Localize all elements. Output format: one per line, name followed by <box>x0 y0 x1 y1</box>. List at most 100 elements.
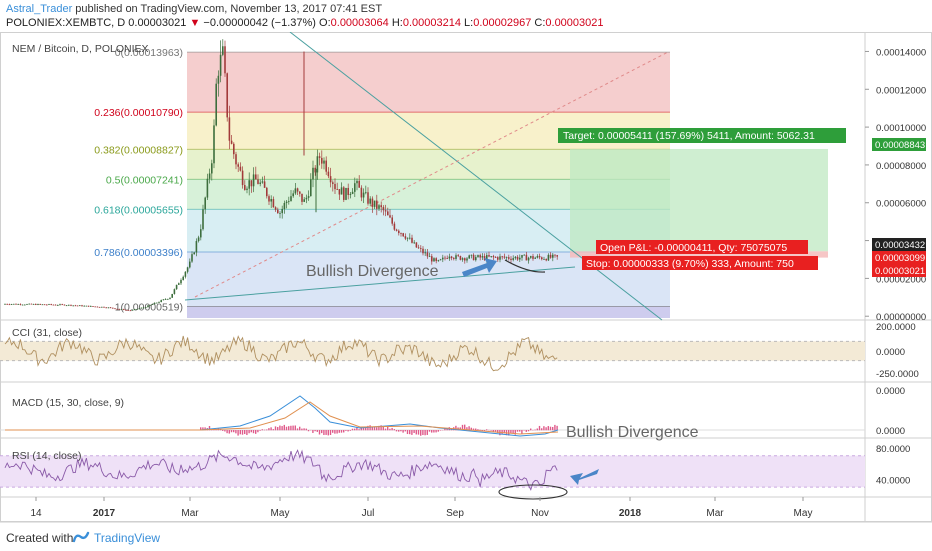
macd-histogram-bar <box>273 429 274 430</box>
macd-histogram-bar <box>354 429 355 431</box>
candle-body <box>145 307 147 308</box>
macd-histogram-bar <box>486 429 487 430</box>
candle-body <box>532 256 534 259</box>
macd-histogram-bar <box>339 430 340 433</box>
down-arrow-icon: ▼ <box>189 17 200 29</box>
macd-histogram-bar <box>545 427 546 430</box>
candle-body <box>81 305 83 306</box>
candle-body <box>394 224 396 230</box>
macd-histogram-bar <box>479 430 480 431</box>
candle-body <box>369 199 371 204</box>
candle-body <box>220 55 222 76</box>
last-price: 0.00003021 <box>128 17 186 29</box>
price-badge-label: 0.00003432 <box>875 240 925 251</box>
candle-body <box>517 257 519 260</box>
candle-body <box>257 179 259 183</box>
candle-body <box>391 217 393 223</box>
macd-histogram-bar <box>534 430 535 431</box>
macd-histogram-bar <box>440 430 441 431</box>
candle-body <box>490 256 492 257</box>
candle-body <box>482 256 484 257</box>
candle-body <box>332 182 334 184</box>
candle-body <box>112 308 114 309</box>
candle-body <box>464 258 466 260</box>
candle-body <box>550 255 552 258</box>
candle-body <box>110 307 112 308</box>
high-value: 0.00003214 <box>403 17 461 29</box>
candle-body <box>33 304 35 305</box>
macd-histogram-bar <box>312 430 313 433</box>
candle-body <box>44 304 46 305</box>
candle-body <box>123 309 125 310</box>
macd-histogram-bar <box>411 430 412 435</box>
candle-body <box>24 305 26 306</box>
candle-body <box>149 305 151 306</box>
macd-histogram-bar <box>255 430 256 434</box>
macd-histogram-bar <box>323 430 324 435</box>
trading-chart[interactable]: 0(0.00013963)0.236(0.00010790)0.382(0.00… <box>0 32 932 522</box>
candle-body <box>405 236 407 238</box>
candle-body <box>26 304 28 305</box>
candle-body <box>345 188 347 200</box>
candle-body <box>442 258 444 260</box>
macd-histogram-bar <box>277 427 278 430</box>
candle-body <box>193 253 195 255</box>
candle-body <box>103 307 105 308</box>
candle-body <box>376 201 378 209</box>
candle-body <box>246 189 248 190</box>
tradingview-brand[interactable]: TradingView <box>94 531 160 545</box>
close-label: C: <box>534 17 545 29</box>
candle-body <box>70 305 72 306</box>
candle-body <box>504 256 506 257</box>
cci-tick-label: 0.0000 <box>876 347 905 358</box>
candle-body <box>365 192 367 193</box>
candle-body <box>158 302 160 303</box>
open-pnl-label: Open P&L: -0.00000411, Qty: 75075075 <box>600 242 787 254</box>
candle-body <box>526 255 528 261</box>
macd-histogram-bar <box>288 426 289 430</box>
author-link[interactable]: Astral_Trader <box>6 3 72 15</box>
macd-histogram-bar <box>303 428 304 430</box>
macd-histogram-bar <box>420 430 421 436</box>
macd-histogram-bar <box>248 430 249 433</box>
candle-body <box>530 256 532 258</box>
candle-body <box>152 304 154 305</box>
rsi-tick-label: 80.0000 <box>876 444 910 455</box>
y-tick-label: 0.00012000 <box>876 85 926 96</box>
candle-body <box>319 156 321 158</box>
candle-body <box>64 305 66 306</box>
cci-band <box>0 341 865 360</box>
candle-body <box>334 184 336 189</box>
candle-body <box>347 188 349 195</box>
candle-body <box>119 309 121 310</box>
macd-histogram-bar <box>321 430 322 433</box>
candle-body <box>409 238 411 239</box>
fib-band <box>187 52 670 112</box>
candle-body <box>259 183 261 184</box>
candle-body <box>292 193 294 196</box>
macd-histogram-bar <box>385 429 386 431</box>
candle-body <box>235 154 237 164</box>
high-label: H: <box>392 17 403 29</box>
macd-histogram-bar <box>526 430 527 432</box>
candle-body <box>420 248 422 249</box>
candle-body <box>297 188 299 191</box>
candle-body <box>237 164 239 166</box>
candle-body <box>277 210 279 213</box>
candle-body <box>138 308 140 309</box>
macd-histogram-bar <box>222 430 223 431</box>
candle-body <box>455 255 457 259</box>
macd-histogram-bar <box>396 430 397 431</box>
macd-histogram-bar <box>539 426 540 430</box>
macd-histogram-bar <box>279 426 280 431</box>
y-tick-label: 0.00014000 <box>876 47 926 58</box>
candle-body <box>11 304 13 305</box>
candle-body <box>101 307 103 308</box>
candle-body <box>321 158 323 164</box>
candle-body <box>97 307 99 308</box>
candle-body <box>213 125 215 163</box>
price-change: −0.00000042 (−1.37%) <box>203 17 316 29</box>
candle-body <box>229 117 231 140</box>
stop-label: Stop: 0.00000333 (9.70%) 333, Amount: 75… <box>586 258 794 270</box>
candle-body <box>284 203 286 209</box>
